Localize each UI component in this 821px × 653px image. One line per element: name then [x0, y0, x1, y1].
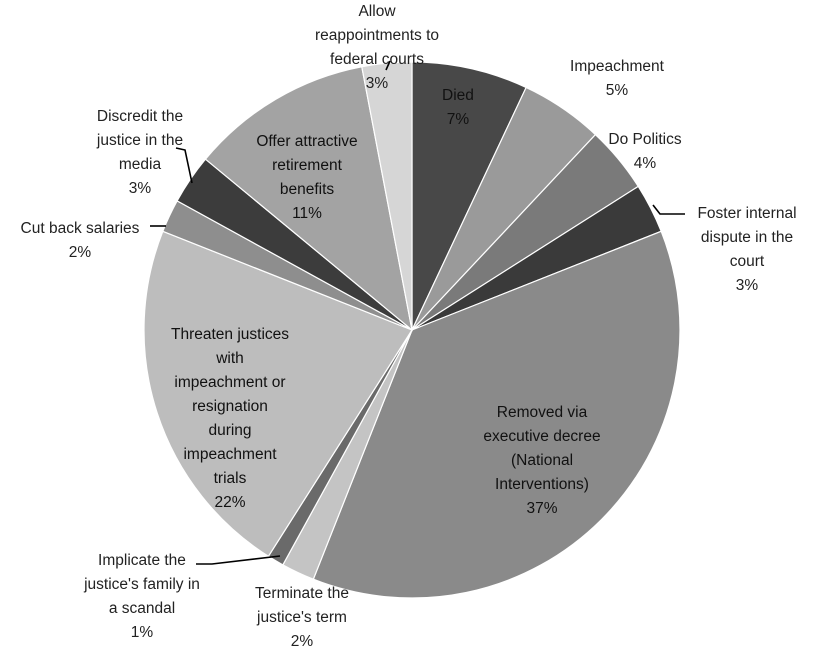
slice-label-implicate-the-justice-s-family-in-a-scan: Implicate the justice's family in a scanda… — [83, 552, 200, 641]
slice-label-line: executive decree — [483, 428, 600, 445]
slice-percent: 11% — [292, 205, 322, 222]
slice-label-line: Implicate the — [98, 552, 186, 569]
slice-label-discredit-the-justice-in-the-media: Discredit the justice in the media 3% — [96, 108, 183, 197]
slice-label-line: Died — [442, 87, 474, 104]
slice-label-line: Offer attractive — [256, 133, 357, 150]
leader-lines — [150, 60, 685, 565]
slice-label-line: Do Politics — [608, 131, 681, 148]
slice-label-foster-internal-dispute-in-the-court: Foster internal dispute in the court 3% — [697, 205, 796, 294]
slice-label-threaten-justices-with-impeachment-or-re: Threaten justices with impeachment or resig… — [171, 326, 289, 511]
slice-label-line: resignation — [192, 398, 268, 415]
slice-label-line: Interventions) — [495, 476, 589, 493]
slice-label-allow-reappointments-to-federal-courts: Allow reappointments to federal courts 3% — [315, 3, 439, 92]
slice-label-line: with — [215, 350, 244, 367]
slice-label-line: trials — [214, 470, 247, 487]
slice-label-line: Threaten justices — [171, 326, 289, 343]
slice-label-line: Foster internal — [697, 205, 796, 222]
slice-label-line: during — [208, 422, 251, 439]
slice-percent: 2% — [291, 633, 314, 650]
slice-label-line: court — [730, 253, 765, 270]
slice-percent: 37% — [526, 500, 557, 517]
slice-label-line: a scandal — [109, 600, 175, 617]
leader-line-allow-reappointments-to-federal-courts — [385, 60, 391, 71]
pie-slice-offer-attractive-retirement-benefits — [204, 66, 413, 332]
slice-label-line: Cut back salaries — [21, 220, 140, 237]
slice-label-line: justice's term — [256, 609, 347, 626]
slice-label-offer-attractive-retirement-benefits: Offer attractive retirement benefits 11% — [256, 133, 357, 222]
pie-slice-threaten-justices-with-impeachment-or-re — [143, 230, 413, 558]
slice-label-cut-back-salaries: Cut back salaries 2% — [21, 220, 140, 261]
slice-label-line: impeachment or — [174, 374, 285, 391]
slice-label-line: benefits — [280, 181, 335, 198]
pie-slice-died — [411, 61, 527, 331]
slice-percent: 2% — [69, 244, 92, 261]
slice-label-line: dispute in the — [701, 229, 793, 246]
slice-label-line: federal courts — [330, 51, 424, 68]
slice-label-do-politics: Do Politics 4% — [608, 131, 681, 172]
slice-label-line: reappointments to — [315, 27, 439, 44]
slice-percent: 3% — [129, 180, 152, 197]
slice-label-line: (National — [511, 452, 573, 469]
leader-line-implicate-the-justice-s-family-in-a-scan — [196, 555, 281, 565]
slice-label-line: justice's family in — [83, 576, 200, 593]
slice-label-line: retirement — [272, 157, 342, 174]
slice-label-line: Terminate the — [255, 585, 349, 602]
pie-slice-removed-via-executive-decree-national-in — [312, 230, 681, 599]
pie-slice-allow-reappointments-to-federal-courts — [361, 61, 413, 331]
slice-label-died: Died 7% — [442, 87, 474, 128]
slice-percent: 1% — [131, 624, 154, 641]
leader-line-foster-internal-dispute-in-the-court — [652, 204, 685, 215]
slice-label-line: impeachment — [183, 446, 277, 463]
slice-label-line: Removed via — [497, 404, 588, 421]
slice-label-line: justice in the — [96, 132, 183, 149]
slice-percent: 3% — [366, 75, 389, 92]
slice-label-terminate-the-justice-s-term: Terminate the justice's term 2% — [255, 585, 349, 650]
slice-label-removed-via-executive-decree-national-in: Removed via executive decree (National Inte… — [483, 404, 600, 517]
slice-label-line: media — [119, 156, 162, 173]
slice-label-line: Impeachment — [570, 58, 665, 75]
slice-percent: 7% — [447, 111, 470, 128]
slice-label-impeachment: Impeachment 5% — [570, 58, 665, 99]
slice-percent: 4% — [634, 155, 657, 172]
slice-percent: 22% — [214, 494, 245, 511]
slice-labels: Died 7% Impeachment 5% Do Politics 4% Foster i… — [21, 3, 797, 650]
leader-line-discredit-the-justice-in-the-media — [175, 147, 193, 184]
slice-label-line: Discredit the — [97, 108, 183, 125]
slice-label-line: Allow — [358, 3, 396, 20]
slice-percent: 3% — [736, 277, 759, 294]
slice-percent: 5% — [606, 82, 629, 99]
pie-slices — [143, 61, 681, 599]
